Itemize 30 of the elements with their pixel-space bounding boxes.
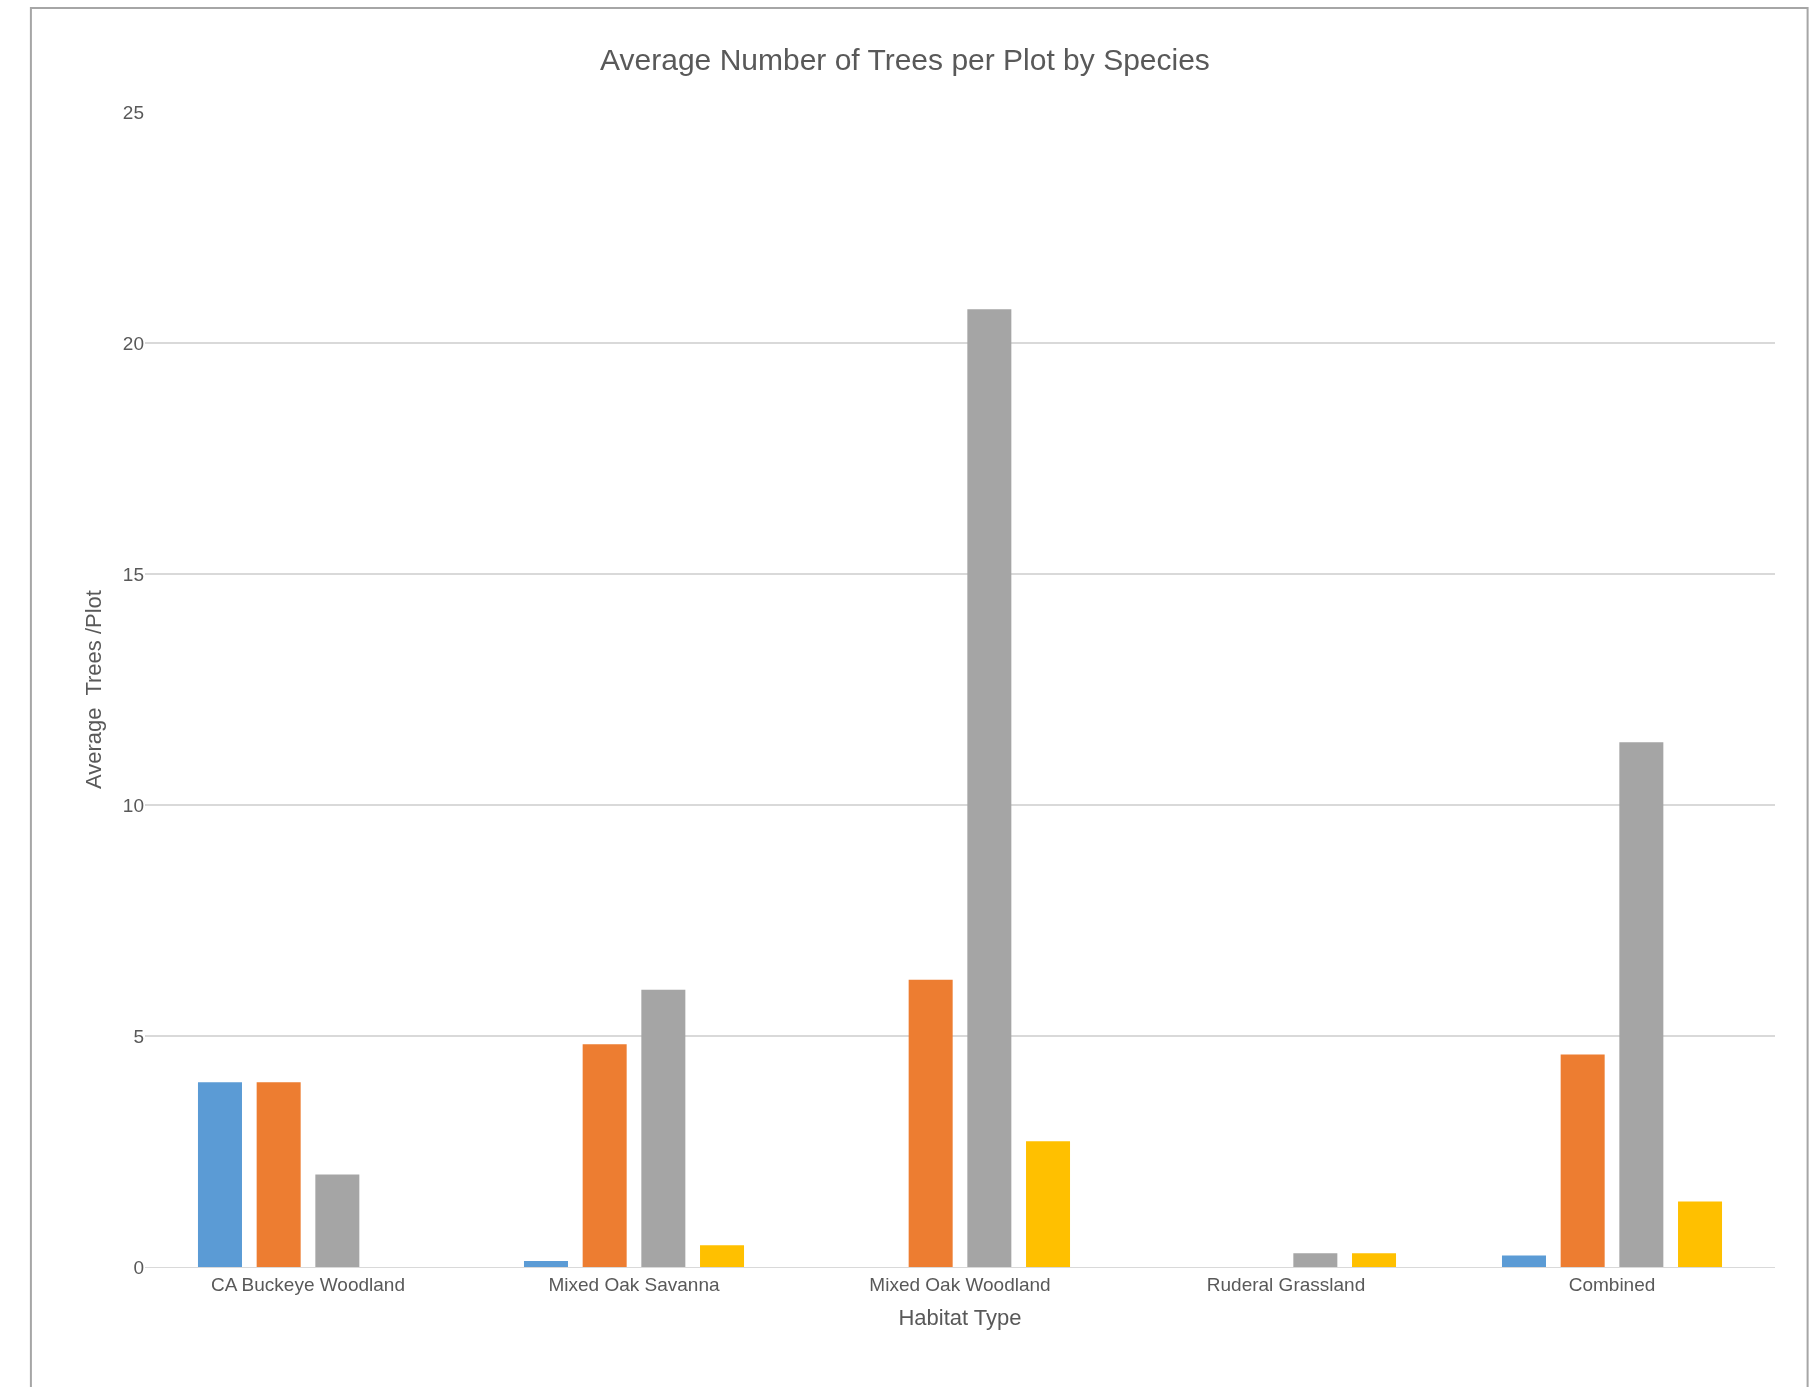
bar [967,309,1012,1267]
bar [641,989,686,1267]
bar [700,1245,745,1267]
x-tick-label: Combined [1568,1273,1656,1295]
bar [908,979,953,1267]
x-tick-label: Ruderal Grassland [1206,1273,1366,1295]
bar [1026,1141,1071,1267]
bar [1501,1255,1546,1267]
x-axis-title: Habitat Type [898,1304,1022,1330]
x-tick-label: Mixed Oak Savanna [548,1273,720,1295]
bar [1560,1054,1605,1267]
bar [523,1260,568,1267]
chart-title: Average Number of Trees per Plot by Species [600,42,1210,76]
y-tick-label: 15 [122,563,144,585]
bar [256,1082,301,1267]
bar [582,1044,627,1267]
bar [1352,1253,1397,1267]
bar [197,1082,242,1267]
bar [1619,742,1664,1267]
bar [1293,1253,1338,1267]
bar [1678,1201,1723,1267]
y-tick-label: 20 [122,332,144,354]
y-axis-title: Average Trees /Plot [80,590,106,789]
x-tick-label: CA Buckeye Woodland [211,1273,405,1295]
y-tick-label: 25 [122,101,144,123]
bar [315,1174,360,1267]
y-tick-label: 10 [122,794,144,816]
y-tick-label: 0 [133,1256,144,1278]
y-tick-label: 5 [133,1025,144,1047]
x-tick-label: Mixed Oak Woodland [869,1273,1051,1295]
